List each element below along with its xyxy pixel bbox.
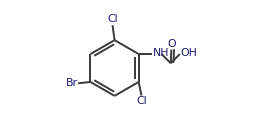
Text: Br: Br <box>65 78 78 88</box>
Text: Cl: Cl <box>136 96 147 106</box>
Text: O: O <box>168 38 176 49</box>
Text: NH: NH <box>153 48 169 58</box>
Text: OH: OH <box>181 48 197 58</box>
Text: Cl: Cl <box>107 14 118 24</box>
